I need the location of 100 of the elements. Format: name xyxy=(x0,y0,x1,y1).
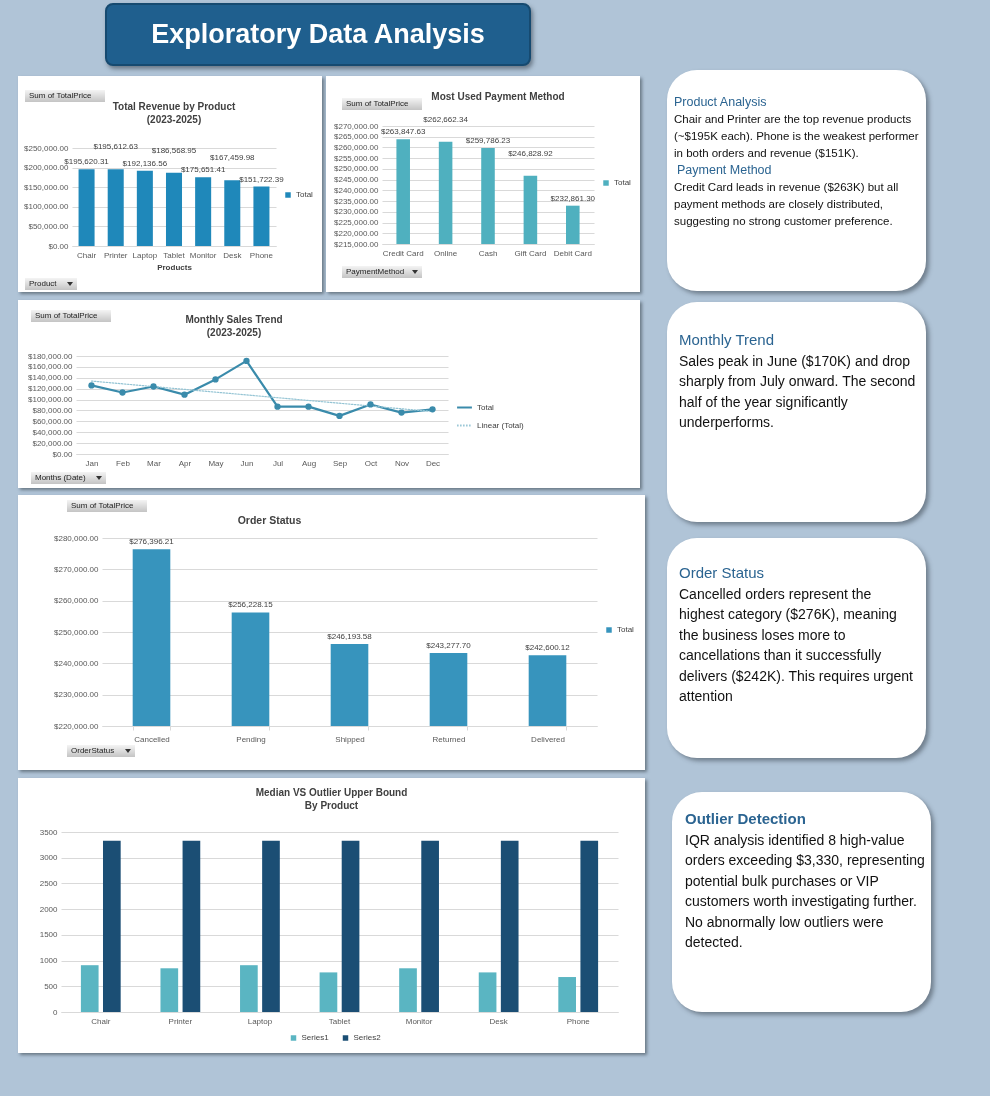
bar xyxy=(136,170,153,246)
point xyxy=(181,391,188,398)
text: Cancelled orders represent the highest category ($276K), meaning the business loses more to cancellations than it successfully delivers ($242K). This requires urgent attention xyxy=(679,584,914,706)
x-tick-label: May xyxy=(208,458,224,468)
data-label: $167,459.98 xyxy=(210,153,256,163)
x-tick-label: Nov xyxy=(394,458,410,468)
data-label: $246,193.58 xyxy=(327,631,373,641)
point xyxy=(243,357,250,365)
x-tick-label: Chair xyxy=(91,1016,111,1026)
field-button: Months (Date) xyxy=(31,472,106,484)
text: IQR analysis identified 8 high-value orders exceeding $3,330, representing potential bulk purchases or VIP customers worth investigating further. No abnormally low outliers were detected. xyxy=(685,830,925,952)
field-button: Sum of TotalPrice xyxy=(31,310,111,322)
y-tick-label: $140,000.00 xyxy=(28,373,74,383)
y-tick-label: $215,000.00 xyxy=(334,239,380,249)
bar xyxy=(558,977,576,1012)
data-label: $242,600.12 xyxy=(525,643,571,653)
y-tick-label: $235,000.00 xyxy=(334,196,380,206)
y-tick-label: 1000 xyxy=(39,956,59,966)
data-label: $276,396.21 xyxy=(129,537,175,547)
y-tick-label: 3000 xyxy=(39,853,59,863)
x-tick-label: Monitor xyxy=(189,250,217,260)
data-label: $232,861.30 xyxy=(550,193,596,203)
x-tick-label: Mar xyxy=(147,458,162,468)
text: Payment Method xyxy=(676,162,773,179)
legend-label: Total xyxy=(617,625,635,634)
x-tick-label: Returned xyxy=(432,734,466,744)
y-tick-label: $60,000.00 xyxy=(32,416,74,426)
y-tick-label: $250,000.00 xyxy=(334,164,380,174)
point xyxy=(336,412,343,420)
legend-label: Total xyxy=(614,178,632,187)
bar xyxy=(253,186,270,246)
x-tick-label: Jul xyxy=(272,458,284,468)
data-label: $246,828.92 xyxy=(508,148,554,158)
y-tick-label: $230,000.00 xyxy=(54,690,100,700)
x-tick-label: Phone xyxy=(566,1016,591,1026)
y-tick-label: $180,000.00 xyxy=(28,351,74,361)
x-tick-label: Sep xyxy=(332,458,348,468)
x-tick-label: Jan xyxy=(85,458,99,468)
text: Credit Card leads in revenue ($263K) but all payment methods are closely distributed, suggesting no strong customer preference. xyxy=(674,180,900,229)
text: Chair and Printer are the top revenue products (~$195K each). Phone is the weakest performer in both orders and revenue ($151K). xyxy=(674,112,920,161)
legend-label: Total xyxy=(296,190,314,199)
y-tick-label: $250,000.00 xyxy=(24,143,70,153)
x-tick-label: Jun xyxy=(240,458,254,468)
field-button: Product xyxy=(25,278,77,290)
point xyxy=(367,401,374,408)
x-tick-label: Cancelled xyxy=(134,734,170,744)
y-tick-label: $40,000.00 xyxy=(32,427,74,437)
x-tick-label: Laptop xyxy=(247,1016,273,1026)
x-tick-label: Tablet xyxy=(328,1016,351,1026)
text: Monthly Trend xyxy=(679,330,776,350)
data-label: $259,786.23 xyxy=(465,135,511,145)
bar xyxy=(399,968,417,1012)
x-tick-label: Shipped xyxy=(335,734,365,744)
bar xyxy=(478,972,497,1012)
bar xyxy=(107,169,124,246)
y-tick-label: $0.00 xyxy=(52,449,74,459)
y-tick-label: $255,000.00 xyxy=(334,153,380,163)
y-tick-label: 2000 xyxy=(39,904,59,914)
bar xyxy=(80,965,99,1012)
y-tick-label: $100,000.00 xyxy=(28,395,74,405)
point xyxy=(150,383,157,390)
bar xyxy=(224,180,241,246)
y-tick-label: $80,000.00 xyxy=(32,405,74,415)
bar xyxy=(165,172,183,246)
x-tick-label: Laptop xyxy=(132,250,158,260)
legend-label: Linear (Total) xyxy=(477,420,525,430)
bar xyxy=(182,840,201,1012)
data-label: $256,228.15 xyxy=(228,600,274,610)
x-tick-label: Printer xyxy=(103,250,128,260)
point xyxy=(429,406,436,413)
field-button: Sum of TotalPrice xyxy=(67,500,147,512)
bar xyxy=(160,968,179,1012)
chart-title: Order Status xyxy=(237,513,302,526)
y-tick-label: $120,000.00 xyxy=(28,384,74,394)
x-tick-label: Delivered xyxy=(531,734,565,744)
y-tick-label: $225,000.00 xyxy=(334,218,380,228)
chart-title: Total Revenue by Product (2023-2025) xyxy=(112,101,236,126)
point xyxy=(398,409,405,416)
y-tick-label: $20,000.00 xyxy=(32,438,74,448)
bar xyxy=(319,972,338,1012)
x-tick-label: Phone xyxy=(249,250,274,260)
x-tick-label: Monitor xyxy=(405,1016,433,1026)
y-tick-label: $260,000.00 xyxy=(54,596,100,606)
x-tick-label: Online xyxy=(434,248,458,258)
y-tick-label: $220,000.00 xyxy=(54,721,100,731)
y-tick-label: $270,000.00 xyxy=(334,121,380,131)
x-tick-label: Chair xyxy=(77,250,97,260)
text: Product Analysis xyxy=(674,94,768,111)
legend-label: Series2 xyxy=(353,1033,382,1042)
x-tick-label: Printer xyxy=(168,1016,193,1026)
x-tick-label: Dec xyxy=(425,458,441,468)
field-button: PaymentMethod xyxy=(342,266,422,278)
bar xyxy=(421,840,439,1012)
bar xyxy=(78,169,95,246)
point xyxy=(274,403,281,410)
data-label: $186,568.95 xyxy=(151,145,197,155)
x-tick-label: Apr xyxy=(178,458,192,468)
y-tick-label: $245,000.00 xyxy=(334,175,380,185)
chart-title: Most Used Payment Method xyxy=(431,90,565,102)
field-button: Sum of TotalPrice xyxy=(342,98,422,110)
